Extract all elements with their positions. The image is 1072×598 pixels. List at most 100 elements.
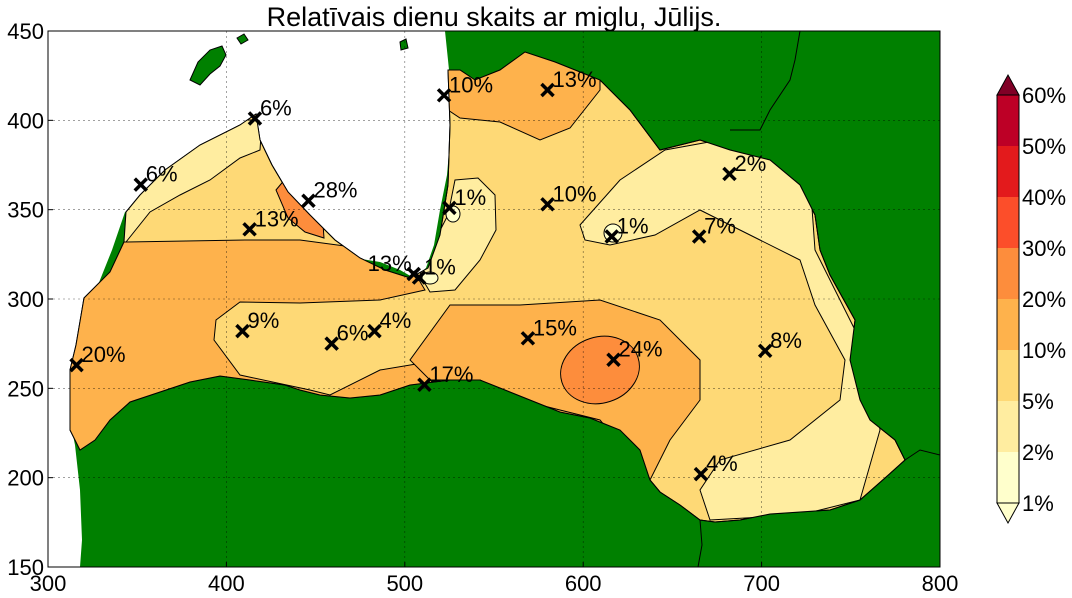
station-cross-b [436,88,452,103]
station-cross-b [69,357,84,373]
station-marker: 13% [540,67,597,98]
station-label: 13% [255,206,299,231]
station-cross-b [606,352,621,367]
station-marker: 10% [540,181,597,212]
station-cross-b [691,229,707,244]
colorbar-segment [997,146,1019,197]
station-label: 10% [553,181,597,206]
station-cross-b [604,229,619,244]
y-tick-label: 150 [7,555,44,580]
colorbar-label: 30% [1022,236,1066,261]
station-marker: 2% [722,151,766,182]
station-cross-b [411,270,427,285]
russia-border [730,31,801,131]
y-tick-label: 350 [7,198,44,223]
station-label: 1% [617,213,649,238]
colorbar-segment [997,248,1019,299]
station-label: 8% [770,328,802,353]
colorbar-frame [996,94,1020,504]
station-label: 13% [553,67,597,92]
colorbar-segment [997,95,1019,146]
station-marker: 6% [324,321,369,351]
station-marker: 28% [301,178,358,208]
station-marker: 7% [691,213,736,244]
station-marker: 20% [69,342,126,373]
station-marker: 4% [693,451,738,482]
station-cross-b [722,166,737,182]
station-marker: 1% [411,255,456,285]
map-plot: 20% 6% 6% 13% 28% 9% 6% 4% 13% 1% 17% 10% 1% 15% 10% 13… [48,31,940,567]
station-cross-b [520,331,536,346]
colorbar-label: 60% [1022,83,1066,108]
station-label: 2% [734,151,766,176]
colorbar-segment [997,350,1019,401]
station-marker: 4% [367,308,411,339]
station-label: 10% [449,72,493,97]
contour-20-30-east [560,335,640,405]
station-label: 24% [619,337,663,362]
station-label: 6% [146,162,178,187]
station-label: 28% [313,178,357,203]
station-marker: 6% [247,96,292,126]
station-label: 17% [429,362,473,387]
station-marker: 6% [133,162,178,192]
baltic-sea [48,31,452,567]
small-island-2 [399,38,409,51]
colorbar-extend-max [996,73,1020,96]
station-marker: 17% [417,362,473,392]
x-tick-label: 500 [386,571,423,596]
station-label: 4% [379,308,411,333]
colorbar-label: 50% [1022,134,1066,159]
station-cross-b [324,336,339,351]
station-label: 4% [706,451,738,476]
colorbar-label: 40% [1022,185,1066,210]
station-label: 6% [337,321,369,346]
colorbar-segment [997,452,1019,503]
station-cross-b [247,111,263,126]
x-tick-label: 400 [208,571,245,596]
station-cross-b [757,343,773,359]
station-cross-b [133,177,149,192]
station-cross-b [693,466,709,482]
colorbar-segment [997,197,1019,248]
colorbar: 1% 2% 5% 10% 20% 30% 40% 50% 60% [996,73,1066,525]
station-label: 9% [247,308,279,333]
station-cross-b [540,82,555,98]
station-label: 6% [260,96,292,121]
station-label: 13% [368,251,412,276]
colorbar-label: 1% [1022,491,1054,516]
y-tick-label: 450 [7,19,44,44]
map-title: Relatīvais dienu skaits ar miglu, Jūlijs… [267,2,722,32]
station-marker: 9% [235,308,279,339]
station-cross-b [235,323,250,339]
station-marker: 1% [442,185,486,216]
small-island-1 [236,33,249,45]
station-label: 7% [704,213,736,238]
y-tick-label: 250 [7,376,44,401]
colorbar-label: 10% [1022,338,1066,363]
belarus-border [904,449,940,461]
colorbar-segment [997,401,1019,452]
station-marker: 1% [604,213,649,244]
colorbar-segment [997,299,1019,350]
colorbar-label: 20% [1022,287,1066,312]
saaremaa-island [189,45,227,86]
x-tick-label: 700 [743,571,780,596]
station-label: 15% [533,315,577,340]
station-marker: 8% [757,328,802,359]
stations-layer: 20% 6% 6% 13% 28% 9% 6% 4% 13% 1% 17% 10% 1% 15% 10% 13… [69,67,802,482]
contour-1-2-spot-b [421,271,439,285]
station-cross-b [540,197,555,212]
station-marker: 24% [606,337,663,367]
station-marker: 15% [520,315,577,346]
station-cross-b [367,323,382,339]
station-label: 1% [424,255,456,280]
latvia-border [69,51,906,523]
x-tick-label: 800 [922,571,959,596]
y-axis-ticks: 150 200 250 300 350 400 450 [7,19,53,580]
station-cross-b [442,200,457,216]
x-tick-label: 300 [30,571,67,596]
y-tick-label: 300 [7,287,44,312]
station-marker: 10% [436,72,493,103]
